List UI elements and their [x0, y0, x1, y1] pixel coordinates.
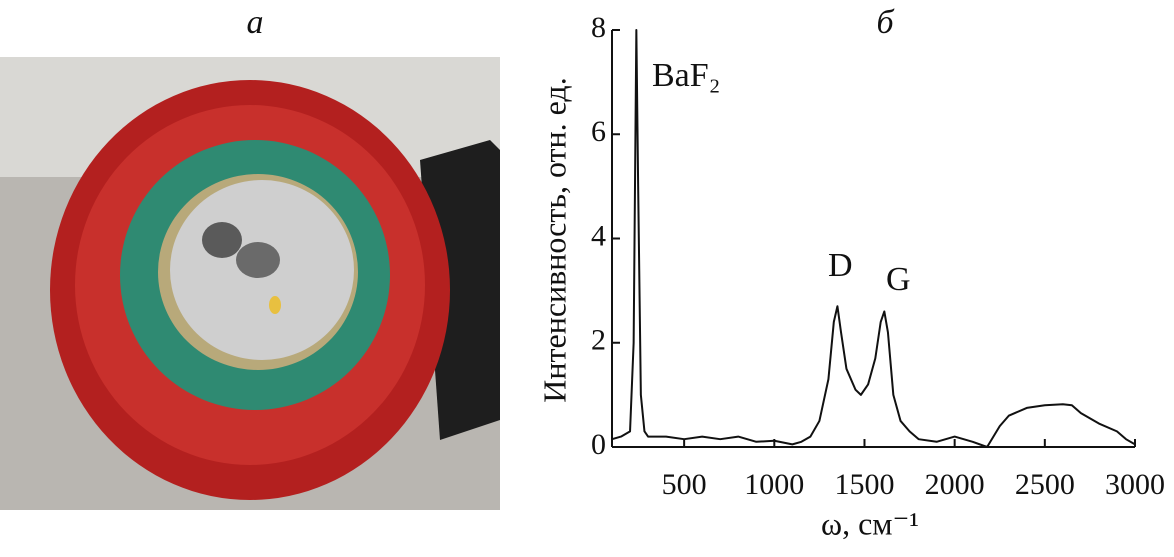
panel-label: а	[247, 4, 264, 41]
x-tick-label: 1000	[744, 468, 804, 501]
x-tick-label: 2500	[1015, 468, 1075, 501]
peak-annotation: BaF₂	[652, 57, 721, 94]
x-tick-label: 2000	[925, 468, 985, 501]
x-tick-label: 1500	[834, 468, 894, 501]
photo	[0, 57, 500, 510]
x-tick-label: 3000	[1105, 468, 1165, 501]
y-tick-label: 8	[591, 11, 606, 44]
y-tick-label: 4	[591, 219, 606, 252]
panel-label: б	[876, 4, 895, 41]
x-axis-label: ω, см⁻¹	[821, 505, 919, 541]
peak-annotation: G	[886, 261, 911, 298]
peak-annotation: D	[828, 247, 853, 284]
y-axis-label: Интенсивность, отн. ед.	[536, 77, 572, 402]
y-tick-label: 6	[591, 115, 606, 148]
x-tick-label: 500	[662, 468, 707, 501]
spectrum-line	[611, 29, 1136, 448]
y-tick-label: 2	[591, 324, 606, 357]
y-tick-label: 0	[591, 428, 606, 461]
